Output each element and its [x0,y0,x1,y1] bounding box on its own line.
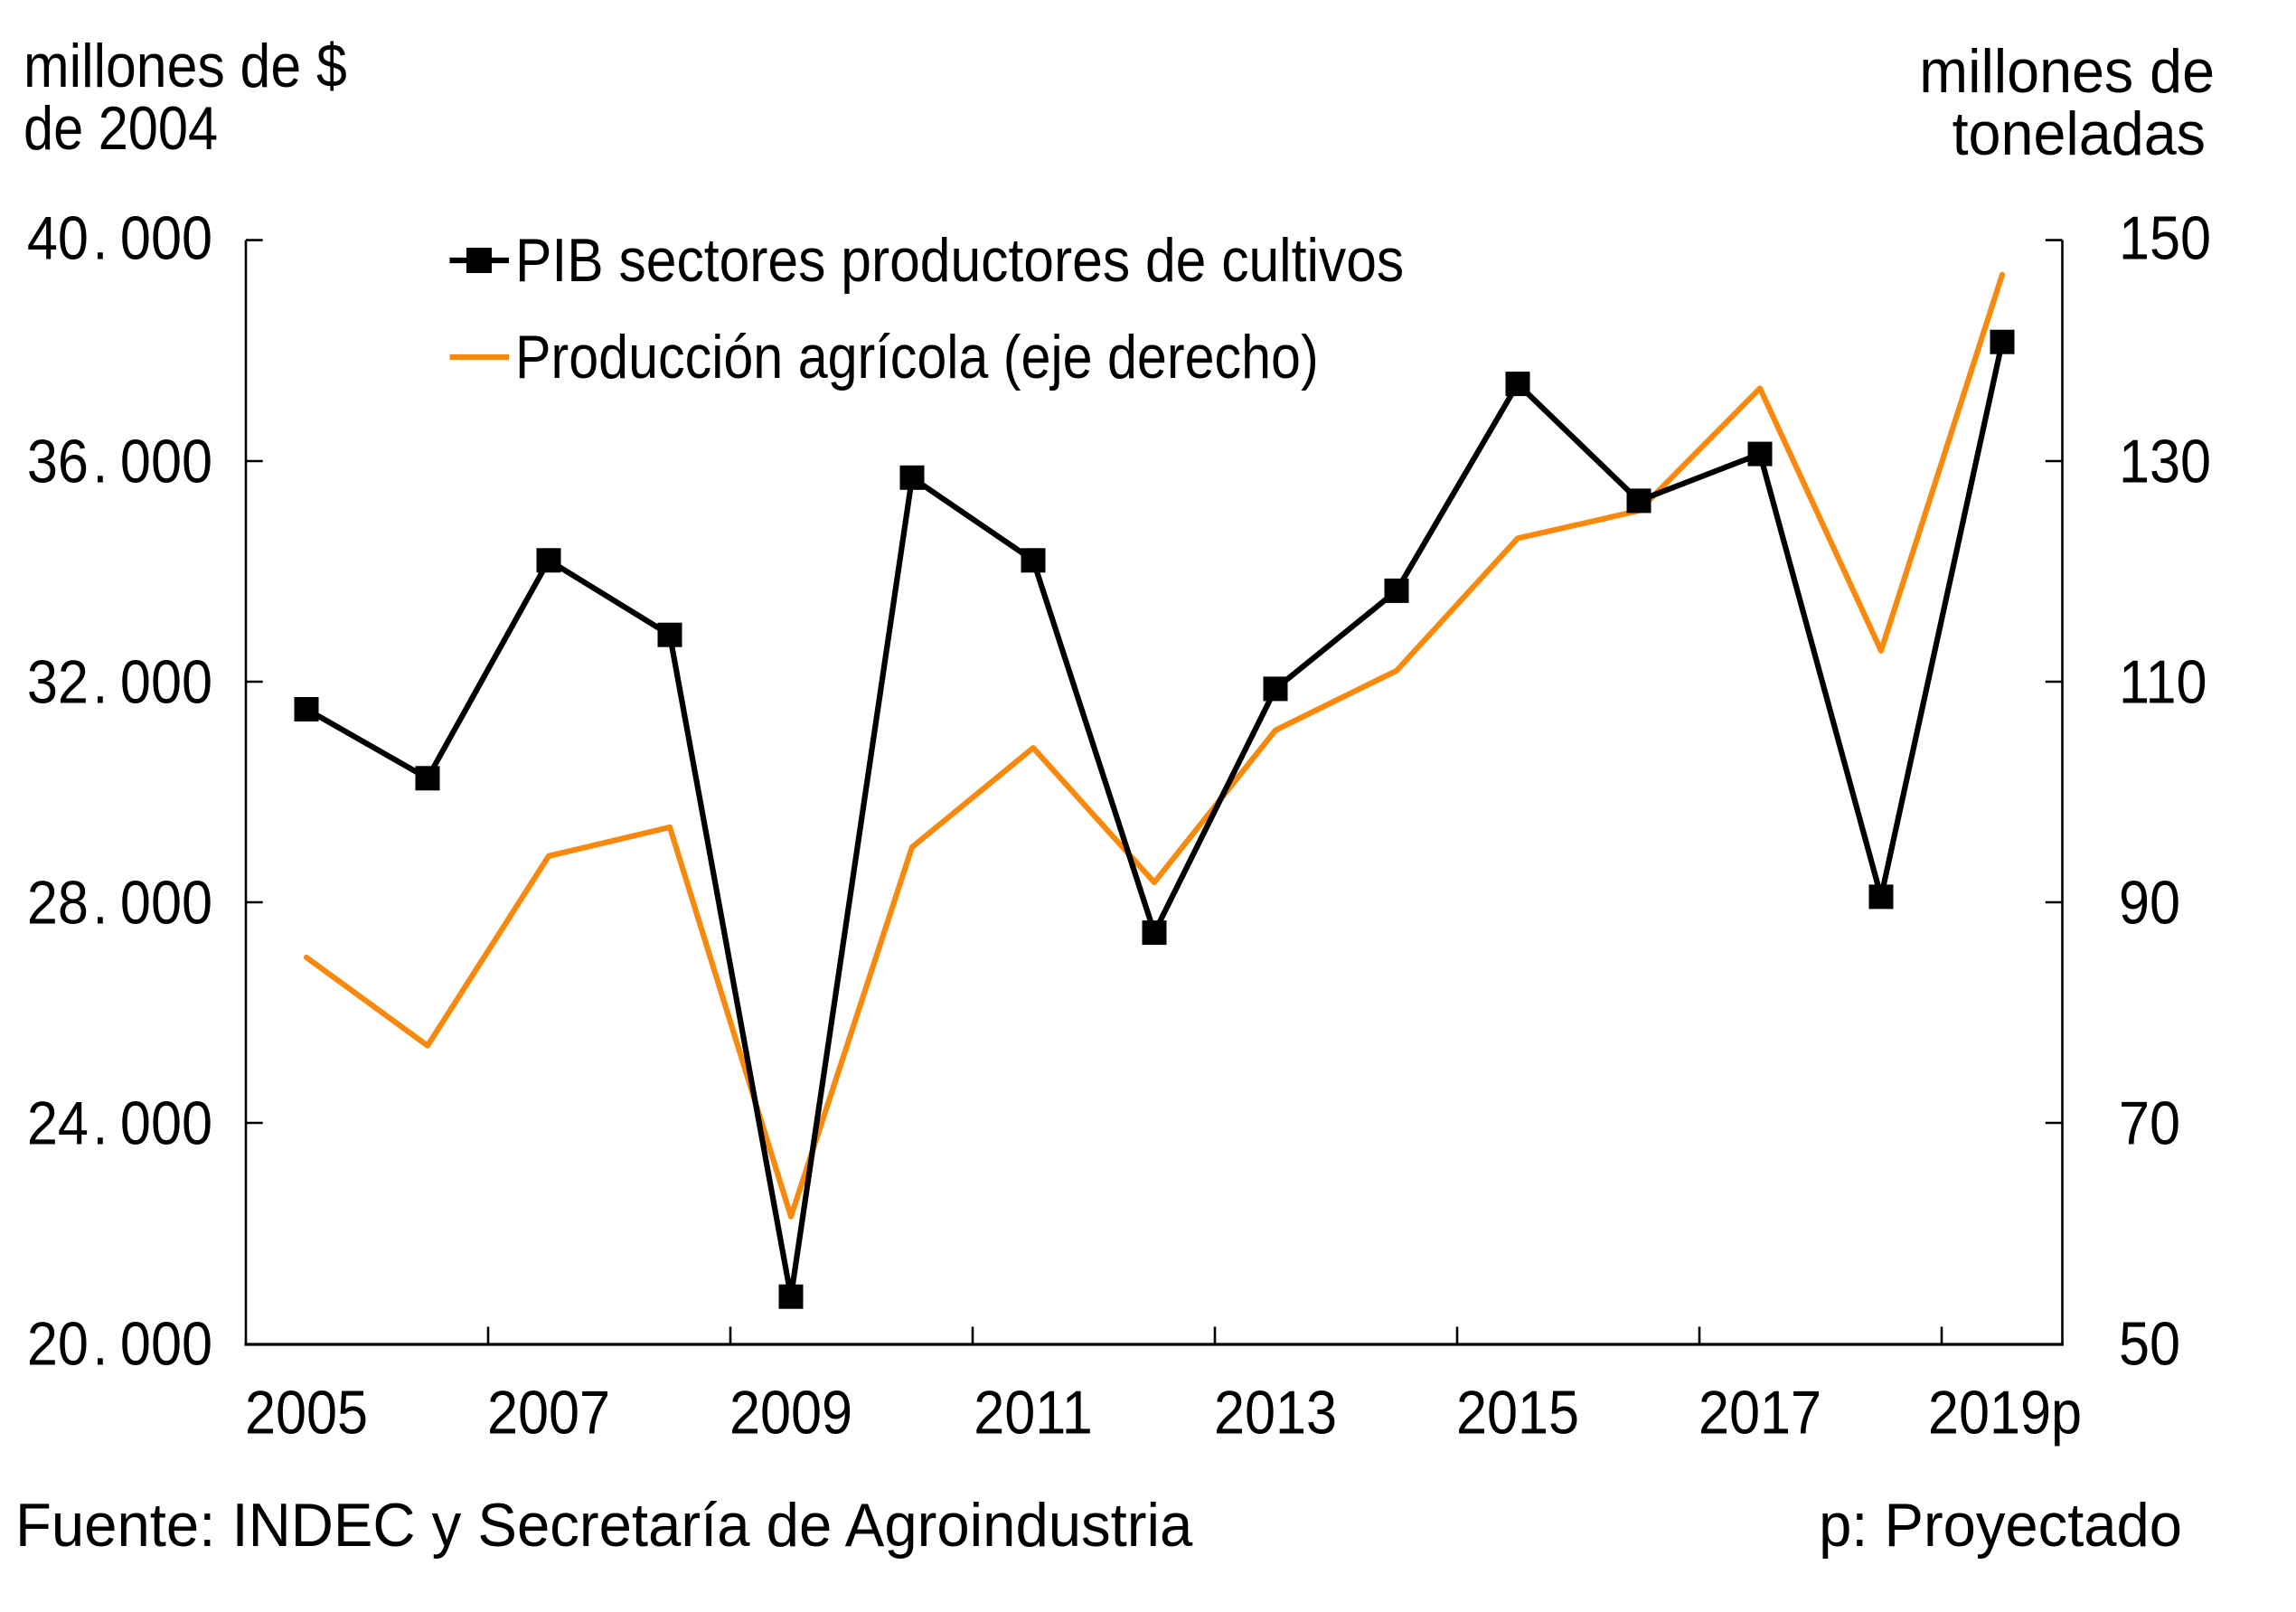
svg-text:24.000: 24. 000 [27,1089,212,1158]
svg-text:2017: 2017 [1698,1377,1821,1447]
svg-text:90: 90 [2119,868,2180,938]
svg-text:2009: 2009 [729,1377,852,1447]
svg-text:50: 50 [2119,1309,2180,1379]
svg-text:2013: 2013 [1214,1377,1337,1447]
svg-text:PIB sectores productores de cu: PIB sectores productores de cultivos [515,226,1404,295]
svg-text:130: 130 [2119,427,2211,496]
svg-text:p: Proyectado: p: Proyectado [1819,1492,2182,1560]
svg-text:2007: 2007 [487,1377,610,1447]
svg-text:Fuente: INDEC y Secretaría de: Fuente: INDEC y Secretaría de Agroindust… [15,1492,1193,1560]
svg-text:toneladas: toneladas [1953,100,2206,169]
svg-text:Producción agrícola (eje derec: Producción agrícola (eje derecho) [515,322,1319,391]
svg-text:110: 110 [2119,647,2207,717]
svg-text:2005: 2005 [245,1377,368,1447]
svg-text:2019p: 2019p [1928,1377,2082,1447]
svg-text:150: 150 [2119,203,2211,272]
svg-text:2015: 2015 [1456,1377,1579,1447]
svg-text:36.000: 36. 000 [27,427,212,496]
svg-text:2011: 2011 [974,1377,1093,1447]
svg-text:40.000: 40. 000 [27,203,212,272]
svg-text:20.000: 20. 000 [27,1309,212,1379]
svg-text:millones de: millones de [1919,38,2215,107]
svg-text:28.000: 28. 000 [27,868,212,938]
svg-text:32.000: 32. 000 [27,647,212,717]
svg-text:70: 70 [2119,1089,2180,1158]
svg-text:millones de $: millones de $ [24,32,347,100]
svg-text:de 2004: de 2004 [24,93,218,163]
